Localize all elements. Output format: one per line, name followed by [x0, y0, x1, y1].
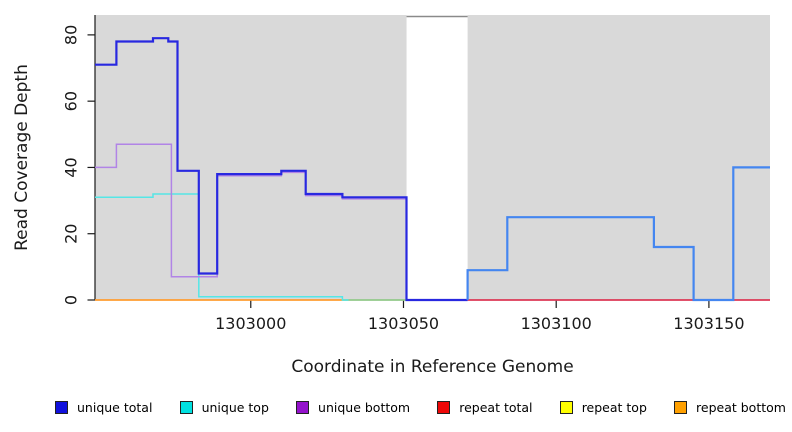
series-unique-total-line — [95, 37, 468, 302]
legend-label: repeat bottom — [696, 400, 786, 415]
legend-swatch-icon — [674, 401, 688, 414]
legend-swatch-icon — [437, 401, 451, 414]
x-tick-label: 1303100 — [521, 314, 592, 333]
x-tick-label: 1303050 — [368, 314, 439, 333]
legend-item-unique-top: unique top — [179, 400, 269, 415]
y-tick-label: 0 — [62, 295, 81, 305]
legend-item-repeat-total: repeat total — [437, 400, 533, 415]
y-axis-title: Read Coverage Depth — [12, 64, 32, 251]
x-axis-title: Coordinate in Reference Genome — [291, 357, 574, 377]
coverage-plot: 0 20 40 60 80 1303000 1303050 1303100 1303150 Rea… — [12, 15, 770, 333]
legend-label: repeat total — [459, 400, 533, 415]
y-tick-label: 20 — [62, 224, 81, 244]
legend-label: unique top — [201, 400, 269, 415]
legend-item-unique-total: unique total — [55, 400, 152, 415]
legend-label: unique bottom — [318, 400, 411, 415]
legend-swatch-icon — [179, 401, 193, 414]
legend-item-repeat-top: repeat top — [559, 400, 647, 415]
y-tick-label: 60 — [62, 91, 81, 111]
y-tick-label: 80 — [62, 25, 81, 45]
legend-swatch-icon — [559, 401, 573, 414]
legend-label: repeat top — [581, 400, 647, 415]
legend: unique total unique top unique bottom repea… — [55, 400, 786, 415]
series-unique-total-line — [466, 166, 770, 302]
coverage-gap-band — [406, 15, 468, 300]
y-tick-label: 40 — [62, 157, 81, 177]
x-tick-label: 1303000 — [215, 314, 286, 333]
legend-label: unique total — [77, 400, 153, 415]
legend-item-repeat-bottom: repeat bottom — [674, 400, 786, 415]
legend-swatch-icon — [55, 401, 68, 414]
legend-swatch-icon — [296, 401, 310, 414]
x-tick-label: 1303150 — [673, 314, 744, 333]
legend-item-unique-bottom: unique bottom — [296, 400, 410, 415]
